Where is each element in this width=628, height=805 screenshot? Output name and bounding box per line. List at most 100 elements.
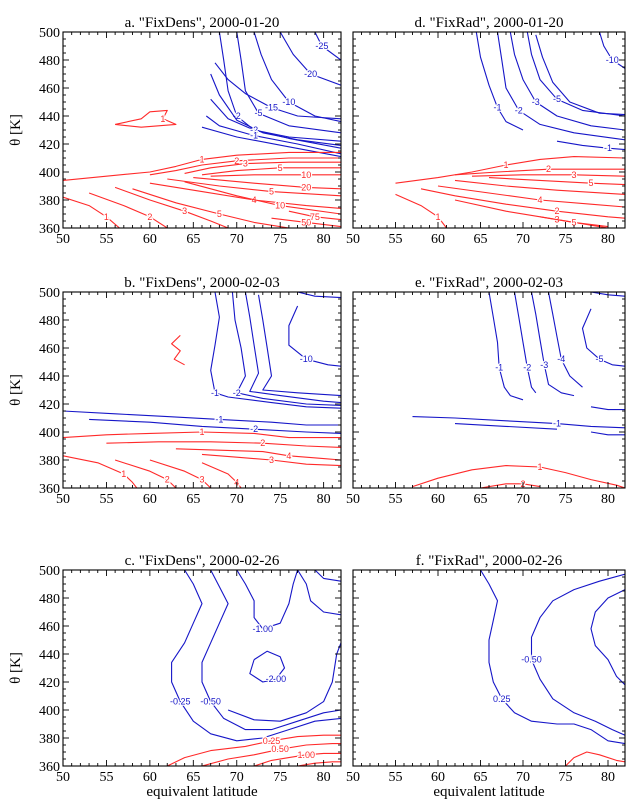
contour-line bbox=[412, 465, 625, 488]
x-tick-label: 50 bbox=[346, 492, 360, 507]
y-tick-label: 460 bbox=[39, 342, 60, 357]
y-tick-label: 380 bbox=[39, 194, 60, 209]
contour-label: 5 bbox=[571, 217, 576, 227]
contour-label: -3 bbox=[540, 360, 548, 370]
y-tick-label: 360 bbox=[39, 760, 60, 775]
contour-label: -1 bbox=[495, 363, 503, 373]
contour-label: -25 bbox=[315, 41, 328, 51]
x-tick-label: 50 bbox=[56, 770, 70, 785]
x-tick-label: 70 bbox=[230, 770, 244, 785]
contour-line bbox=[63, 431, 341, 439]
contour-line bbox=[437, 185, 625, 208]
contour-label: -0.25 bbox=[170, 697, 191, 707]
x-tick-label: 70 bbox=[230, 492, 244, 507]
x-tick-label: 55 bbox=[389, 492, 403, 507]
contour-label: -3 bbox=[532, 97, 540, 107]
contour-line bbox=[210, 73, 341, 146]
y-tick-label: 500 bbox=[39, 286, 60, 301]
x-tick-label: 80 bbox=[601, 492, 615, 507]
contour-label: 1 bbox=[503, 160, 508, 170]
contour-line bbox=[454, 423, 558, 430]
contour-line bbox=[395, 193, 447, 228]
contour-line bbox=[244, 292, 341, 404]
x-tick-label: 55 bbox=[389, 232, 403, 247]
contour-label: 2 bbox=[546, 164, 551, 174]
contour-line bbox=[231, 292, 341, 406]
contour-label: -2 bbox=[250, 424, 258, 434]
contour-label: -1 bbox=[250, 131, 258, 141]
panel-title: f. "FixRad", 2000-02-26 bbox=[416, 553, 563, 569]
x-tick-label: 60 bbox=[143, 770, 157, 785]
contour-group: 0.25 -0.50 bbox=[480, 570, 625, 766]
contour-label: 1 bbox=[537, 462, 542, 472]
contour-line bbox=[513, 292, 537, 394]
contour-line bbox=[297, 570, 341, 616]
contour-line bbox=[565, 751, 625, 766]
contour-line bbox=[547, 292, 583, 388]
contour-line bbox=[210, 292, 341, 409]
contour-line bbox=[114, 109, 177, 128]
contour-label: 50 bbox=[301, 217, 311, 227]
contour-line bbox=[488, 177, 625, 186]
y-tick-label: 400 bbox=[39, 704, 60, 719]
panel-title: a. "FixDens", 2000-01-20 bbox=[125, 15, 280, 31]
x-tick-label: 80 bbox=[317, 492, 331, 507]
y-tick-label: 360 bbox=[39, 222, 60, 237]
contour-group: -0.25 -0.50 -1.00 -2.00 0.250.50 1.00 bbox=[167, 570, 341, 766]
contour-label: 3 bbox=[182, 206, 187, 216]
x-tick-label: 65 bbox=[474, 492, 488, 507]
x-tick-label: 55 bbox=[99, 770, 113, 785]
contour-line bbox=[106, 441, 341, 448]
contour-label: -20 bbox=[304, 69, 317, 79]
x-tick-label: 80 bbox=[601, 232, 615, 247]
contour-label: 1 bbox=[435, 212, 440, 222]
contour-line bbox=[509, 32, 625, 131]
panel-title: d. "FixRad", 2000-01-20 bbox=[415, 15, 564, 31]
x-tick-label: 65 bbox=[186, 232, 200, 247]
contour-line bbox=[63, 151, 341, 181]
contour-line bbox=[530, 573, 625, 736]
x-tick-label: 70 bbox=[516, 232, 530, 247]
contour-label: -0.50 bbox=[200, 697, 221, 707]
contour-group: -1-2-10-1-212431234 bbox=[63, 292, 341, 488]
contour-line bbox=[249, 650, 286, 683]
x-tick-label: 75 bbox=[273, 232, 287, 247]
x-tick-label: 60 bbox=[143, 232, 157, 247]
contour-label: -2 bbox=[233, 111, 241, 121]
y-tick-label: 480 bbox=[39, 592, 60, 607]
contour-label: 10 bbox=[301, 170, 311, 180]
contour-label: -10 bbox=[282, 97, 295, 107]
x-tick-label: 55 bbox=[99, 492, 113, 507]
contour-label: 5 bbox=[217, 209, 222, 219]
contour-label: 20 bbox=[301, 182, 311, 192]
contour-label: -2 bbox=[515, 105, 523, 115]
contour-line bbox=[218, 32, 341, 142]
contour-line bbox=[201, 167, 341, 176]
contour-line bbox=[114, 186, 229, 228]
contour-label: -1 bbox=[604, 143, 612, 153]
y-tick-label: 420 bbox=[39, 676, 60, 691]
contour-line bbox=[210, 98, 341, 149]
panel-title: e. "FixRad", 2000-02-03 bbox=[415, 275, 563, 291]
contour-line bbox=[535, 34, 625, 116]
contour-label: 1 bbox=[104, 212, 109, 222]
x-tick-label: 60 bbox=[431, 492, 445, 507]
panel-title: b. "FixDens", 2000-02-03 bbox=[124, 275, 280, 291]
contour-label: 2 bbox=[554, 206, 559, 216]
x-tick-label: 65 bbox=[474, 770, 488, 785]
contour-label: 0.25 bbox=[493, 694, 511, 704]
contour-line bbox=[201, 570, 341, 731]
contour-line bbox=[556, 140, 625, 151]
contour-label: 2 bbox=[165, 475, 170, 485]
contour-line bbox=[184, 161, 341, 174]
contour-line bbox=[590, 431, 625, 436]
contour-line bbox=[201, 453, 341, 467]
contour-group: -2 -5-10-20-25-15-2-111 2 3 5102054105321507… bbox=[63, 32, 341, 228]
contour-label: 1 bbox=[199, 427, 204, 437]
panel-title: c. "FixDens", 2000-02-26 bbox=[125, 553, 280, 569]
contour-label: -1 bbox=[215, 414, 223, 424]
contour-label: -2 bbox=[523, 363, 531, 373]
x-tick-label: 60 bbox=[431, 770, 445, 785]
contour-line bbox=[89, 418, 341, 434]
contour-line bbox=[526, 32, 625, 117]
